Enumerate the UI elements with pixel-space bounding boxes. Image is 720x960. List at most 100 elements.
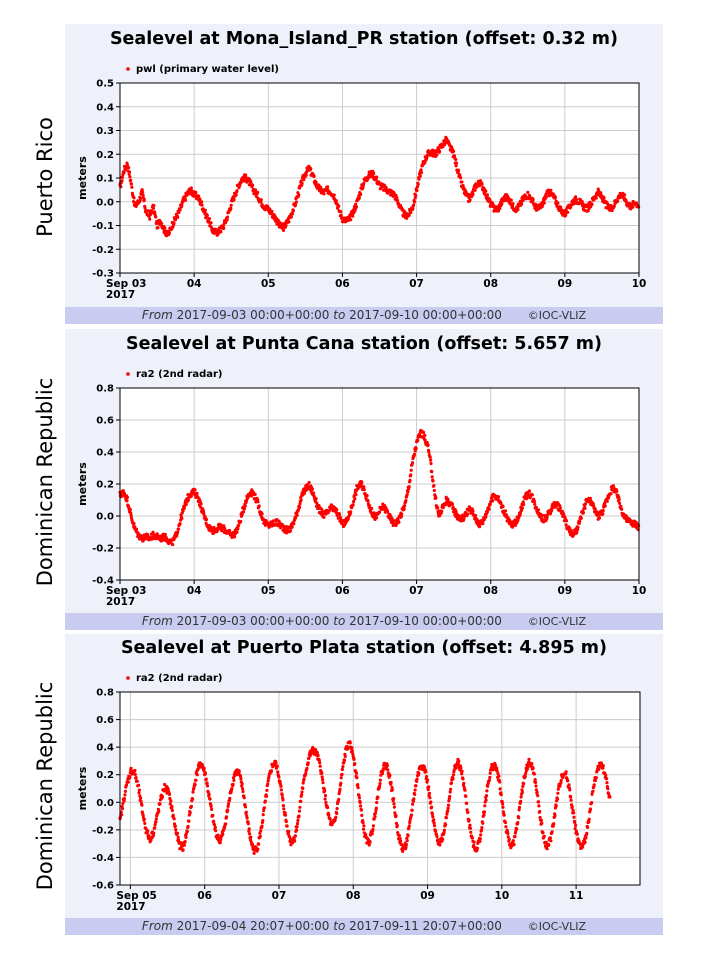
data-point — [518, 511, 522, 515]
data-point — [354, 205, 358, 209]
data-point — [496, 495, 501, 499]
data-point — [408, 478, 412, 482]
data-point — [143, 206, 147, 210]
data-point — [401, 849, 405, 853]
y-tick-label: 0.3 — [96, 126, 114, 137]
data-point — [143, 821, 147, 825]
data-point — [517, 516, 521, 520]
data-point — [314, 180, 318, 184]
data-point — [559, 778, 563, 783]
data-point — [427, 791, 432, 795]
data-point — [558, 784, 562, 788]
data-point — [432, 818, 436, 822]
data-point — [542, 834, 546, 838]
y-tick-label: -0.4 — [92, 576, 114, 587]
data-point — [153, 826, 157, 830]
data-point — [484, 189, 488, 193]
data-point — [418, 174, 422, 178]
data-point — [204, 517, 209, 522]
data-point — [473, 188, 477, 192]
data-point — [355, 776, 359, 780]
data-point — [531, 197, 535, 202]
data-point — [532, 500, 536, 504]
footer-from-label: From — [141, 308, 173, 322]
data-point — [426, 787, 430, 792]
data-point — [534, 784, 538, 788]
data-point — [468, 826, 472, 830]
data-point — [569, 798, 573, 802]
data-point — [284, 820, 288, 824]
data-point — [290, 525, 294, 529]
data-point — [587, 817, 591, 821]
data-point — [402, 507, 406, 511]
x-tick-label: 10 — [632, 278, 647, 290]
data-point — [521, 784, 525, 788]
data-point — [143, 536, 148, 540]
data-point — [182, 843, 186, 847]
data-point — [431, 154, 435, 158]
data-point — [197, 194, 201, 198]
data-point — [175, 534, 179, 538]
data-point — [549, 839, 553, 843]
data-point — [142, 198, 146, 202]
data-point — [432, 821, 436, 825]
data-point — [486, 784, 490, 788]
data-point — [422, 430, 426, 434]
data-point — [446, 497, 450, 501]
data-point — [592, 783, 596, 787]
data-point — [235, 189, 239, 193]
data-point — [427, 785, 431, 789]
data-point — [454, 157, 458, 161]
data-point — [407, 824, 411, 828]
data-point — [426, 443, 430, 447]
data-point — [132, 196, 136, 200]
data-point — [314, 748, 318, 752]
data-point — [224, 822, 228, 826]
data-point — [260, 824, 264, 828]
data-point — [478, 525, 482, 529]
data-point — [316, 753, 320, 758]
data-point — [300, 793, 304, 797]
data-point — [419, 171, 424, 175]
data-point — [299, 495, 303, 500]
data-point — [590, 202, 594, 206]
data-point — [445, 812, 449, 816]
data-point — [362, 824, 366, 828]
data-point — [411, 206, 415, 211]
data-point — [435, 834, 439, 839]
data-point — [337, 204, 341, 208]
data-point — [530, 493, 534, 497]
data-point — [392, 797, 396, 801]
data-point — [304, 771, 308, 776]
data-point — [504, 825, 508, 829]
data-point — [177, 838, 181, 842]
chart-panel-punta-cana: Sealevel at Punta Cana station (offset: … — [65, 329, 663, 630]
data-point — [412, 452, 417, 456]
data-point — [480, 826, 484, 830]
data-point — [608, 795, 612, 799]
data-point — [125, 499, 129, 503]
x-tick-label: 05 — [261, 585, 276, 597]
data-point — [129, 178, 133, 182]
data-point — [558, 506, 562, 510]
data-point — [189, 804, 193, 808]
data-point — [434, 496, 438, 500]
y-tick-label: 0.6 — [96, 416, 114, 427]
data-point — [320, 775, 324, 779]
data-point — [236, 527, 240, 531]
data-point — [409, 473, 413, 477]
data-point — [357, 796, 361, 800]
data-point — [244, 810, 248, 814]
data-point — [160, 794, 165, 799]
data-point — [154, 817, 158, 821]
data-point — [589, 205, 593, 209]
series-points — [118, 135, 641, 238]
data-point — [121, 801, 125, 805]
data-point — [342, 758, 347, 762]
data-point — [466, 512, 470, 516]
data-point — [321, 781, 325, 785]
data-point — [456, 762, 460, 766]
data-point — [340, 772, 344, 776]
data-point — [350, 749, 354, 753]
data-point — [438, 149, 442, 153]
